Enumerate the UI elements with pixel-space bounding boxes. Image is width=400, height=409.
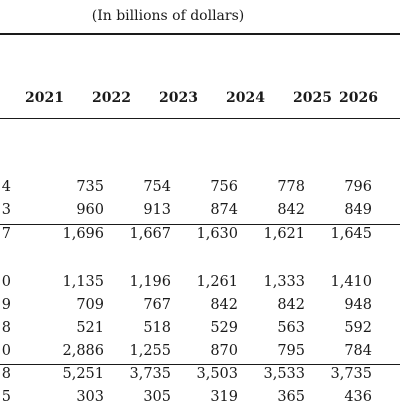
table-cell: 521	[76, 320, 104, 336]
table-cell: 1,621	[263, 226, 305, 242]
table-cell: 3,735	[330, 366, 372, 382]
table-cell: 1,255	[129, 343, 171, 359]
table-cell: 960	[76, 202, 104, 218]
table-cell: 81	[377, 179, 400, 195]
table-row: 8 521 518 529 563 592 62	[0, 320, 400, 340]
table-cell: 948	[344, 297, 372, 313]
table-row: 0 1,135 1,196 1,261 1,333 1,410 1,49	[0, 274, 400, 294]
table-cell: 7	[1, 226, 11, 242]
table-cell: 1,196	[129, 274, 171, 290]
column-header-2022: 2022	[92, 90, 131, 106]
table-row: 3 960 913 874 842 849 85	[0, 202, 400, 222]
table-cell: 592	[344, 320, 372, 336]
table-cell: 1,410	[330, 274, 372, 290]
units-caption: (In billions of dollars)	[91, 8, 245, 24]
total-rule	[0, 224, 400, 225]
table-cell: 1,696	[62, 226, 104, 242]
table-cell: 1,49	[377, 274, 400, 290]
table-cell: 5	[1, 389, 11, 405]
column-header-row: 2021 2022 2023 2024 2025 2026	[0, 90, 400, 110]
table-cell: 365	[277, 389, 305, 405]
table-cell: 80	[377, 343, 400, 359]
header-bottom-rule	[0, 118, 400, 119]
table-cell: 1,333	[263, 274, 305, 290]
table-cell: 796	[344, 179, 372, 195]
table-cell: 849	[344, 202, 372, 218]
table-cell: 778	[277, 179, 305, 195]
table-cell: 8	[1, 320, 11, 336]
table-cell: 735	[76, 179, 104, 195]
table-cell: 436	[344, 389, 372, 405]
table-cell: 3,735	[129, 366, 171, 382]
table-cell: 1,645	[330, 226, 372, 242]
table-cell: 0	[1, 274, 11, 290]
table-cell: 842	[277, 202, 305, 218]
table-row: 5 303 305 319 365 436 50	[0, 389, 400, 409]
column-header-2024: 2024	[226, 90, 265, 106]
table-cell: 913	[143, 202, 171, 218]
column-header-2026: 2026	[339, 90, 378, 106]
table-cell: 795	[277, 343, 305, 359]
table-row: 9 709 767 842 842 948 1,01	[0, 297, 400, 317]
table-cell: 870	[210, 343, 238, 359]
table-cell: 305	[143, 389, 171, 405]
table-cell: 842	[210, 297, 238, 313]
table-cell: 3,503	[196, 366, 238, 382]
table-cell: 50	[377, 389, 400, 405]
table-cell: 4	[1, 179, 11, 195]
table-row: 0 2,886 1,255 870 795 784 80	[0, 343, 400, 363]
table-cell: 563	[277, 320, 305, 336]
table-cell: 1,66	[377, 226, 400, 242]
total-rule	[0, 364, 400, 365]
table-cell: 62	[377, 320, 400, 336]
table-cell: 709	[76, 297, 104, 313]
table-cell: 529	[210, 320, 238, 336]
table-cell: 2,886	[62, 343, 104, 359]
table-top-rule	[0, 33, 400, 35]
table-cell: 754	[143, 179, 171, 195]
table-cell: 842	[277, 297, 305, 313]
table-row: 4 735 754 756 778 796 81	[0, 179, 400, 199]
table-cell: 85	[377, 202, 400, 218]
table-cell: 1,01	[377, 297, 400, 313]
table-cell: 9	[1, 297, 11, 313]
table-cell: 5,251	[62, 366, 104, 382]
table-cell: 303	[76, 389, 104, 405]
column-header-2025: 2025	[293, 90, 332, 106]
table-cell: 1,261	[196, 274, 238, 290]
column-header-2023: 2023	[159, 90, 198, 106]
table-cell: 0	[1, 343, 11, 359]
table-cell: 1,135	[62, 274, 104, 290]
table-cell: 874	[210, 202, 238, 218]
table-cell: 3,533	[263, 366, 305, 382]
table-cell: 784	[344, 343, 372, 359]
table-cell: 8	[1, 366, 11, 382]
table-total-row: 8 5,251 3,735 3,503 3,533 3,735 3,93	[0, 366, 400, 386]
table-cell: 319	[210, 389, 238, 405]
table-cell: 518	[143, 320, 171, 336]
table-cell: 767	[143, 297, 171, 313]
table-total-row: 7 1,696 1,667 1,630 1,621 1,645 1,66	[0, 226, 400, 246]
column-header-2021: 2021	[25, 90, 64, 106]
table-cell: 756	[210, 179, 238, 195]
table-cell: 3	[1, 202, 11, 218]
table-cell: 3,93	[377, 366, 400, 382]
table-cell: 1,630	[196, 226, 238, 242]
table-cell: 1,667	[129, 226, 171, 242]
